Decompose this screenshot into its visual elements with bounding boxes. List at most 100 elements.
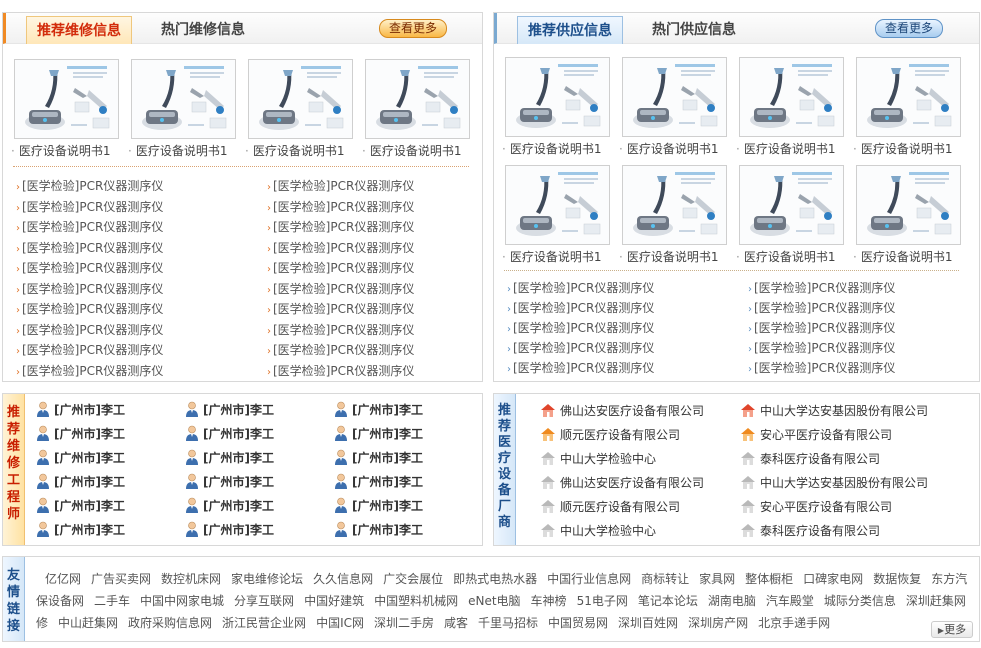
- supply-product-caption[interactable]: · 医疗设备说明书1: [736, 140, 854, 157]
- friend-link[interactable]: 中国中网家电城: [140, 594, 225, 608]
- repair-list-item[interactable]: › [医学检验]PCR仪器测序仪: [16, 218, 163, 235]
- friend-link[interactable]: 口碑家电网: [803, 572, 864, 586]
- supply-product-caption[interactable]: · 医疗设备说明书1: [853, 140, 971, 157]
- links-more-button[interactable]: ▶更多: [931, 621, 973, 638]
- friend-link[interactable]: 商标转让: [641, 572, 690, 586]
- supply-product-image[interactable]: [856, 57, 961, 137]
- repair-product-image[interactable]: [14, 59, 119, 139]
- friend-link[interactable]: 广交会展位: [383, 572, 444, 586]
- supply-list-item[interactable]: › [医学检验]PCR仪器测序仪: [748, 299, 895, 316]
- supply-list-item[interactable]: › [医学检验]PCR仪器测序仪: [748, 279, 895, 296]
- supply-product-caption[interactable]: · 医疗设备说明书1: [853, 248, 971, 265]
- engineer-item[interactable]: [广州市]李工: [185, 425, 274, 442]
- engineer-item[interactable]: [广州市]李工: [185, 449, 274, 466]
- vendor-item[interactable]: 泰科医疗设备有限公司: [740, 450, 880, 467]
- friend-link[interactable]: 笔记本论坛: [637, 594, 698, 608]
- supply-product-image[interactable]: [739, 165, 844, 245]
- repair-list-item[interactable]: › [医学检验]PCR仪器测序仪: [267, 259, 414, 276]
- supply-list-item[interactable]: › [医学检验]PCR仪器测序仪: [748, 319, 895, 336]
- friend-link[interactable]: 湖南电脑: [707, 594, 756, 608]
- friend-link[interactable]: 中国塑料机械网: [374, 594, 459, 608]
- tab-hot-supply[interactable]: 热门供应信息: [652, 22, 736, 38]
- supply-product-caption[interactable]: · 医疗设备说明书1: [502, 248, 620, 265]
- engineer-item[interactable]: [广州市]李工: [334, 425, 423, 442]
- engineer-item[interactable]: [广州市]李工: [36, 425, 125, 442]
- friend-link[interactable]: 深圳赶集网: [905, 594, 966, 608]
- engineer-item[interactable]: [广州市]李工: [36, 401, 125, 418]
- repair-list-item[interactable]: › [医学检验]PCR仪器测序仪: [16, 300, 163, 317]
- supply-list-item[interactable]: › [医学检验]PCR仪器测序仪: [748, 359, 895, 376]
- engineer-item[interactable]: [广州市]李工: [185, 401, 274, 418]
- friend-link[interactable]: 二手车: [94, 594, 131, 608]
- supply-product-caption[interactable]: · 医疗设备说明书1: [619, 140, 737, 157]
- engineer-item[interactable]: [广州市]李工: [185, 497, 274, 514]
- repair-list-item[interactable]: › [医学检验]PCR仪器测序仪: [267, 300, 414, 317]
- friend-link[interactable]: 汽车殿堂: [765, 594, 814, 608]
- friend-link[interactable]: 深圳房产网: [688, 616, 749, 630]
- supply-list-item[interactable]: › [医学检验]PCR仪器测序仪: [507, 299, 654, 316]
- friend-link[interactable]: 城际分类信息: [823, 594, 896, 608]
- engineer-item[interactable]: [广州市]李工: [334, 473, 423, 490]
- engineer-item[interactable]: [广州市]李工: [334, 521, 423, 538]
- repair-list-item[interactable]: › [医学检验]PCR仪器测序仪: [16, 239, 163, 256]
- friend-link[interactable]: 即热式电热水器: [453, 572, 538, 586]
- repair-product-caption[interactable]: · 医疗设备说明书1: [362, 142, 480, 159]
- supply-list-item[interactable]: › [医学检验]PCR仪器测序仪: [507, 359, 654, 376]
- supply-product-image[interactable]: [739, 57, 844, 137]
- supply-product-caption[interactable]: · 医疗设备说明书1: [736, 248, 854, 265]
- friend-link[interactable]: 咸客: [444, 616, 469, 630]
- repair-product-image[interactable]: [131, 59, 236, 139]
- repair-product-image[interactable]: [365, 59, 470, 139]
- friend-link[interactable]: 家电维修论坛: [231, 572, 304, 586]
- friend-link[interactable]: 保设备网: [36, 594, 85, 608]
- tab-recommended-supply[interactable]: 推荐供应信息: [517, 16, 623, 44]
- repair-list-item[interactable]: › [医学检验]PCR仪器测序仪: [16, 341, 163, 358]
- vendor-item[interactable]: 中山大学达安基因股份有限公司: [740, 402, 928, 419]
- supply-list-item[interactable]: › [医学检验]PCR仪器测序仪: [507, 279, 654, 296]
- friend-link[interactable]: 久久信息网: [313, 572, 374, 586]
- supply-product-image[interactable]: [505, 57, 610, 137]
- repair-product-caption[interactable]: · 医疗设备说明书1: [128, 142, 246, 159]
- friend-link[interactable]: 分享互联网: [234, 594, 295, 608]
- vendor-item[interactable]: 中山大学检验中心: [540, 450, 656, 467]
- supply-product-image[interactable]: [856, 165, 961, 245]
- vendor-item[interactable]: 顺元医疗设备有限公司: [540, 498, 680, 515]
- repair-list-item[interactable]: › [医学检验]PCR仪器测序仪: [16, 321, 163, 338]
- engineer-item[interactable]: [广州市]李工: [334, 449, 423, 466]
- supply-list-item[interactable]: › [医学检验]PCR仪器测序仪: [748, 339, 895, 356]
- friend-link[interactable]: 亿亿网: [45, 572, 82, 586]
- friend-link[interactable]: 千里马招标: [478, 616, 539, 630]
- supply-list-item[interactable]: › [医学检验]PCR仪器测序仪: [507, 339, 654, 356]
- friend-link[interactable]: 整体橱柜: [745, 572, 794, 586]
- engineer-item[interactable]: [广州市]李工: [36, 521, 125, 538]
- repair-list-item[interactable]: › [医学检验]PCR仪器测序仪: [267, 362, 414, 379]
- repair-list-item[interactable]: › [医学检验]PCR仪器测序仪: [267, 341, 414, 358]
- repair-product-caption[interactable]: · 医疗设备说明书1: [11, 142, 129, 159]
- repair-list-item[interactable]: › [医学检验]PCR仪器测序仪: [267, 218, 414, 235]
- friend-link[interactable]: 修: [36, 616, 49, 630]
- repair-list-item[interactable]: › [医学检验]PCR仪器测序仪: [267, 177, 414, 194]
- supply-product-caption[interactable]: · 医疗设备说明书1: [619, 248, 737, 265]
- friend-link[interactable]: 中国行业信息网: [547, 572, 632, 586]
- vendor-item[interactable]: 佛山达安医疗设备有限公司: [540, 402, 704, 419]
- vendor-item[interactable]: 中山大学检验中心: [540, 522, 656, 539]
- friend-link[interactable]: 东方汽: [931, 572, 968, 586]
- repair-product-caption[interactable]: · 医疗设备说明书1: [245, 142, 363, 159]
- friend-link[interactable]: 数控机床网: [161, 572, 222, 586]
- engineer-item[interactable]: [广州市]李工: [334, 497, 423, 514]
- supply-product-caption[interactable]: · 医疗设备说明书1: [502, 140, 620, 157]
- repair-product-image[interactable]: [248, 59, 353, 139]
- friend-link[interactable]: 中国贸易网: [548, 616, 609, 630]
- engineer-item[interactable]: [广州市]李工: [36, 497, 125, 514]
- repair-list-item[interactable]: › [医学检验]PCR仪器测序仪: [16, 280, 163, 297]
- engineer-item[interactable]: [广州市]李工: [334, 401, 423, 418]
- tab-recommended-repair[interactable]: 推荐维修信息: [26, 16, 132, 44]
- repair-list-item[interactable]: › [医学检验]PCR仪器测序仪: [267, 280, 414, 297]
- repair-more-button[interactable]: 查看更多: [379, 19, 447, 38]
- supply-product-image[interactable]: [622, 165, 727, 245]
- vendor-item[interactable]: 顺元医疗设备有限公司: [540, 426, 680, 443]
- vendor-item[interactable]: 中山大学达安基因股份有限公司: [740, 474, 928, 491]
- repair-list-item[interactable]: › [医学检验]PCR仪器测序仪: [267, 198, 414, 215]
- friend-link[interactable]: 中国好建筑: [304, 594, 365, 608]
- friend-link[interactable]: 政府采购信息网: [128, 616, 213, 630]
